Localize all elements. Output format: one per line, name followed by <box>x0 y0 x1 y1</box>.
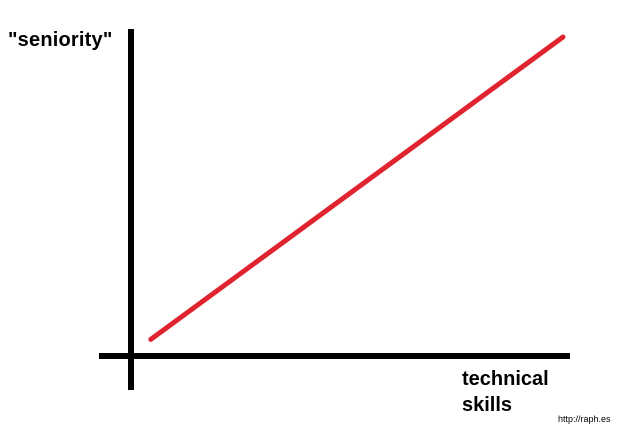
series-line-0 <box>148 34 566 342</box>
x-axis-label: technical skills <box>462 366 549 418</box>
x-axis-label-line-1: technical <box>462 368 549 390</box>
y-axis-label: "seniority" <box>8 29 113 51</box>
watermark-url: http://raph.es <box>558 414 611 424</box>
x-axis-label-line-2: skills <box>462 394 513 416</box>
series-layer <box>148 34 566 342</box>
